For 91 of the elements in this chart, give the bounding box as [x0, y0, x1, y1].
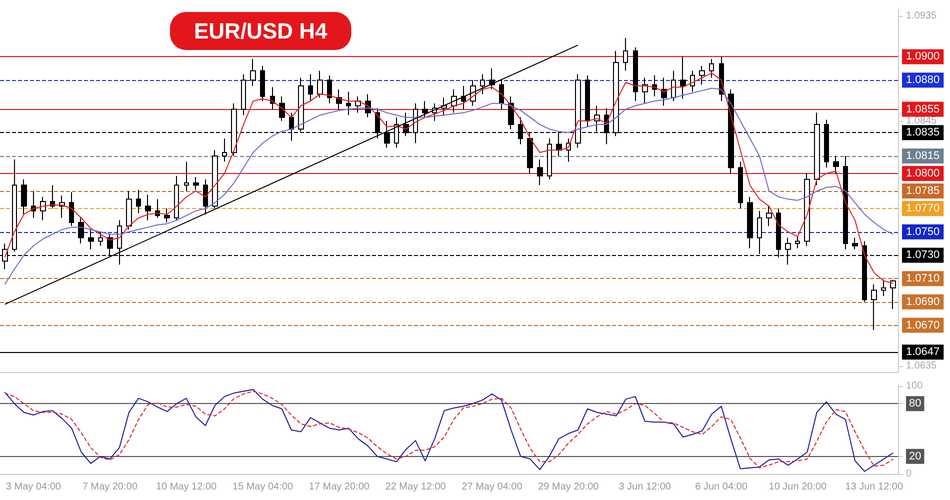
ref-line-label: 1.0855: [906, 103, 940, 116]
y-tick-label: 20: [909, 450, 922, 462]
candlestick: [279, 96, 285, 122]
candlestick: [833, 155, 839, 174]
candlestick: [690, 70, 695, 92]
x-tick-label: 6 Jun 04:00: [695, 482, 748, 492]
x-tick-label: 7 May 20:00: [82, 482, 138, 492]
candlestick: [346, 91, 351, 116]
candlestick: [881, 279, 886, 297]
ref-line-label: 1.0785: [906, 185, 940, 197]
candlestick: [633, 46, 638, 102]
y-tick-label: 1.0935: [906, 10, 938, 22]
candlestick: [40, 196, 46, 221]
candlestick: [184, 161, 189, 192]
ref-line-label: 1.0670: [906, 319, 940, 332]
candlestick: [680, 56, 686, 100]
candlestick: [260, 66, 265, 102]
candlestick: [871, 284, 877, 330]
candlestick: [547, 138, 552, 180]
candlestick: [795, 236, 800, 249]
ref-line-label: 1.0800: [906, 167, 940, 180]
candlestick: [537, 158, 543, 186]
candlestick: [241, 74, 246, 116]
candlestick: [212, 150, 218, 210]
x-tick-label: 3 Jun 12:00: [618, 482, 672, 492]
ref-line-label: 1.0710: [906, 272, 940, 285]
candlestick: [489, 68, 495, 90]
candlestick: [747, 196, 753, 249]
candlestick: [327, 74, 332, 104]
ref-line-label: 1.0730: [906, 249, 940, 262]
candlestick: [136, 189, 141, 214]
candlestick: [203, 178, 208, 215]
candlestick: [12, 158, 17, 252]
y-tick-label: 1.0635: [906, 360, 938, 372]
candlestick: [890, 279, 896, 310]
y-tick-label: 100: [906, 380, 924, 392]
candlestick: [499, 80, 504, 110]
ref-line-label: 1.0880: [906, 74, 940, 86]
y-tick-label: 1.0845: [906, 115, 938, 126]
candlestick: [69, 192, 74, 227]
ref-line-label: 1.0770: [906, 202, 940, 215]
candlestick: [31, 190, 36, 218]
ref-line-label: 1.0690: [906, 296, 940, 308]
candlestick: [642, 77, 648, 104]
candlestick: [804, 172, 810, 246]
candlestick: [852, 237, 858, 250]
candlestick: [88, 229, 94, 250]
x-tick-label: 22 May 12:00: [385, 482, 446, 492]
ref-line-label: 1.0647: [906, 346, 940, 358]
candlestick: [174, 175, 179, 221]
candlestick: [193, 176, 199, 190]
chart-title: EUR/USD H4: [194, 18, 328, 44]
candlestick: [164, 208, 170, 224]
candlestick: [422, 100, 428, 118]
ref-line-label: 1.0815: [906, 150, 940, 162]
candlestick: [355, 96, 361, 114]
candlestick: [508, 96, 514, 130]
x-tick-label: 27 May 04:00: [462, 482, 523, 492]
candlestick: [709, 58, 714, 78]
candlestick: [270, 86, 275, 110]
candlestick: [222, 138, 227, 162]
candlestick: [585, 74, 590, 128]
candlestick: [98, 231, 103, 246]
candlestick: [317, 70, 323, 98]
ref-line-label: 1.0900: [906, 50, 940, 63]
x-tick-label: 15 May 04:00: [232, 482, 294, 492]
candlestick: [145, 194, 151, 221]
candlestick: [480, 74, 485, 95]
candlestick: [623, 38, 628, 72]
y-tick-label: 80: [909, 398, 922, 410]
candlestick: [21, 178, 27, 215]
x-tick-label: 10 May 12:00: [156, 482, 218, 492]
candlestick: [661, 77, 667, 106]
candlestick: [250, 58, 256, 86]
candlestick: [671, 70, 676, 102]
x-tick-label: 13 Jun 12:00: [845, 482, 904, 492]
ref-line-label: 1.0835: [906, 126, 940, 139]
x-tick-label: 10 Jun 20:00: [768, 482, 828, 492]
x-tick-label: 3 May 04:00: [6, 482, 62, 492]
candlestick: [126, 190, 132, 230]
candlestick: [843, 155, 848, 250]
candlestick: [461, 85, 466, 110]
candlestick: [78, 217, 84, 244]
x-tick-label: 17 May 20:00: [308, 482, 370, 492]
x-tick-label: 29 May 20:00: [538, 482, 600, 492]
y-tick-label: 0: [906, 468, 912, 480]
candlestick: [738, 161, 743, 210]
ref-line-label: 1.0750: [906, 226, 940, 238]
candlestick: [699, 66, 705, 86]
candlestick: [766, 206, 772, 227]
candlestick: [308, 74, 313, 102]
